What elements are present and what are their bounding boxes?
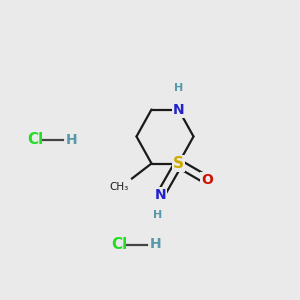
Text: H: H (174, 83, 183, 94)
Text: N: N (155, 188, 166, 202)
Text: H: H (153, 209, 162, 220)
Text: H: H (150, 238, 162, 251)
Text: CH₃: CH₃ (110, 182, 129, 191)
Text: H: H (66, 133, 78, 146)
Text: Cl: Cl (27, 132, 43, 147)
Text: O: O (201, 173, 213, 187)
Text: Cl: Cl (111, 237, 127, 252)
Text: N: N (173, 103, 184, 116)
Text: S: S (173, 156, 184, 171)
